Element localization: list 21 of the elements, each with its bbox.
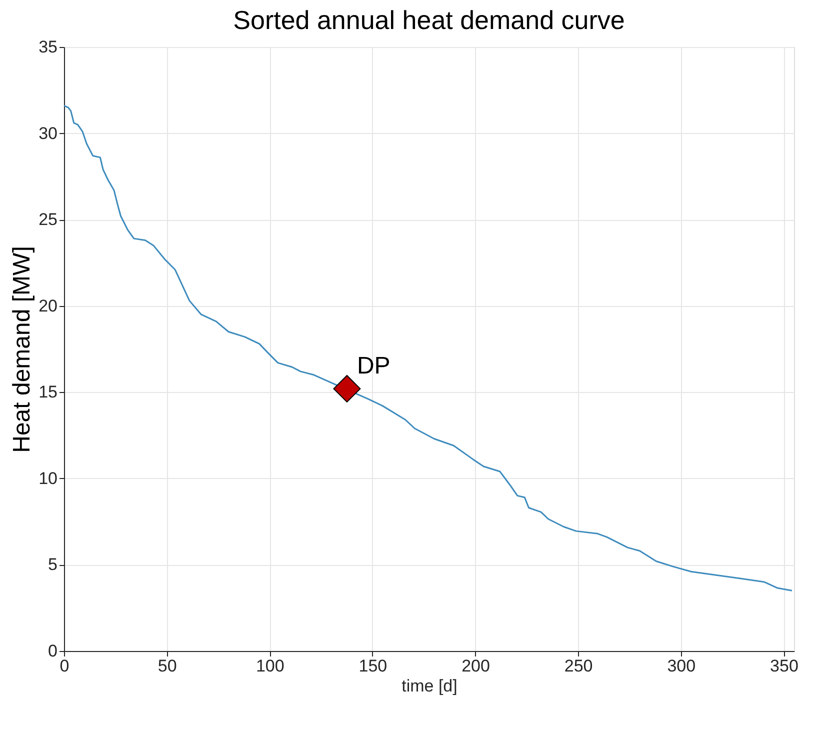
x-tick-label: 150 [358,656,388,676]
chart-title: Sorted annual heat demand curve [233,5,625,35]
x-tick-label: 200 [462,656,490,676]
x-tick-label: 350 [770,656,798,676]
x-tick-label: 100 [256,656,284,676]
y-tick-label: 15 [38,382,58,402]
y-tick-label: 35 [38,38,58,56]
x-tick-label: 0 [60,656,70,676]
series-label: DP [356,352,390,380]
y-tick-label: 25 [38,210,58,230]
y-axis-title: Heat demand [MW] [8,246,36,453]
x-tick-label: 250 [564,656,593,676]
y-tick-label: 5 [48,555,58,574]
y-tick-label: 10 [38,468,58,488]
y-tick-label: 30 [38,124,58,143]
line-series [63,104,793,592]
y-tick-label: 0 [48,642,58,660]
x-tick-label: 50 [158,656,177,676]
x-tick-label: 300 [667,656,696,676]
x-axis-title: time [d] [402,676,458,696]
y-tick-label: 20 [38,296,58,316]
